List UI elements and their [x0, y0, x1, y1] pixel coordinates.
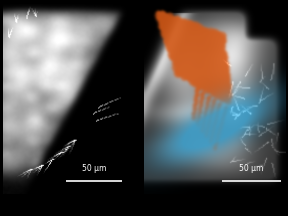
Text: 50 μm: 50 μm — [239, 165, 264, 173]
Text: 50 μm: 50 μm — [82, 165, 107, 173]
